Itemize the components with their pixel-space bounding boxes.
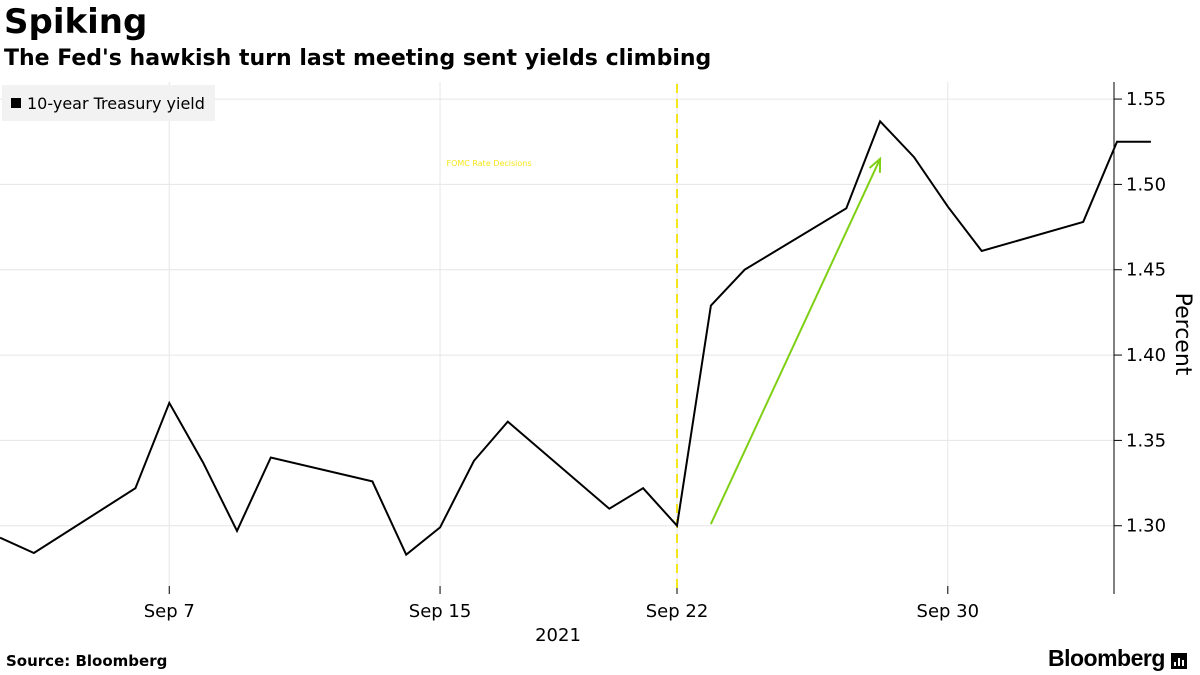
legend-label: 10-year Treasury yield [27, 93, 205, 113]
x-year-label: 2021 [535, 625, 581, 646]
legend-swatch [11, 98, 21, 108]
chart-subtitle: The Fed's hawkish turn last meeting sent… [4, 46, 712, 71]
x-tick-label: Sep 15 [409, 601, 472, 622]
trend-arrow-shaft [709, 158, 882, 525]
bloomberg-terminal-icon [1170, 652, 1187, 669]
source-note: Source: Bloomberg [6, 652, 168, 670]
fomc-decision-label: FOMC Rate Decisions [446, 159, 531, 168]
y-tick-label: 1.55 [1126, 89, 1166, 110]
legend: 10-year Treasury yield [2, 85, 215, 121]
y-tick-label: 1.40 [1126, 345, 1166, 366]
x-tick-label: Sep 7 [144, 601, 195, 622]
y-tick-label: 1.35 [1126, 430, 1166, 451]
y-axis-title: Percent [1170, 293, 1195, 376]
y-tick-label: 1.30 [1126, 516, 1166, 537]
brand-name: Bloomberg [1048, 645, 1165, 671]
y-tick-label: 1.50 [1126, 174, 1166, 195]
x-tick-label: Sep 22 [646, 601, 709, 622]
chart-title: Spiking [4, 2, 148, 42]
trend-arrow-head [868, 156, 882, 173]
brand-logo: Bloomberg [1048, 645, 1187, 672]
x-tick-label: Sep 30 [917, 601, 980, 622]
y-tick-label: 1.45 [1126, 260, 1166, 281]
series-line-10y-yield [0, 119, 1151, 557]
